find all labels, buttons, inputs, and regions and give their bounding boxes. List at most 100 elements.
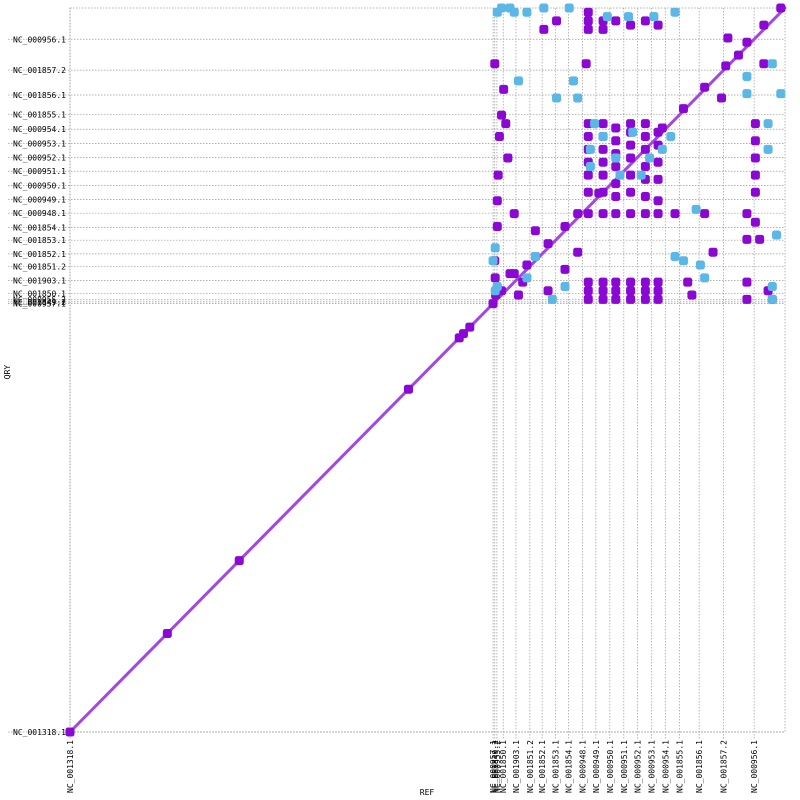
forward-alignment-point (687, 290, 697, 300)
y-tick-label: NC_000954.1 (13, 125, 66, 134)
forward-alignment-point (653, 294, 663, 304)
y-tick-labels: NC_001318.1NC_000957.1NC_001849.2NC_0009… (13, 35, 66, 737)
forward-alignment-point (497, 110, 507, 120)
forward-alignment-point (611, 286, 621, 296)
y-tick-label: NC_000952.1 (13, 154, 66, 163)
y-tick-label: NC_001853.1 (13, 236, 66, 245)
reverse-alignment-point (615, 170, 625, 180)
forward-alignment-point (640, 294, 650, 304)
forward-alignment-point (742, 209, 752, 219)
forward-alignment-point (492, 221, 502, 231)
reverse-alignment-point (590, 119, 600, 129)
forward-alignment-point (560, 221, 570, 231)
reverse-alignment-point (488, 256, 498, 266)
x-tick-label: NC_001856.1 (695, 740, 704, 793)
y-tick-label: NC_000948.1 (13, 209, 66, 218)
forward-alignment-point (640, 162, 650, 172)
y-tick-label: NC_000950.1 (13, 181, 66, 190)
y-tick-label: NC_001855.1 (13, 111, 66, 120)
forward-alignment-point (583, 170, 593, 180)
reverse-alignment-point (513, 76, 523, 86)
forward-alignment-point (492, 196, 502, 206)
reverse-alignment-point (490, 243, 500, 253)
forward-alignment-point (490, 273, 500, 283)
forward-alignment-point (700, 209, 710, 219)
forward-alignment-point (653, 286, 663, 296)
forward-alignment-point (700, 82, 710, 92)
forward-alignment-point (598, 157, 608, 167)
forward-alignment-point (640, 119, 650, 129)
forward-alignment-point (626, 170, 636, 180)
forward-alignment-point (493, 170, 503, 180)
forward-alignment-point (583, 16, 593, 26)
forward-alignment-point (723, 33, 733, 43)
forward-alignment-point (611, 179, 621, 189)
forward-alignment-point (653, 157, 663, 167)
forward-alignment-point (598, 209, 608, 219)
reverse-alignment-point (742, 72, 752, 82)
x-axis-label: REF (420, 788, 435, 797)
forward-alignment-point (653, 209, 663, 219)
reverse-alignment-point (763, 119, 773, 129)
forward-alignment-point (755, 234, 765, 244)
y-tick-label: NC_000957.1 (13, 300, 66, 309)
reverse-alignment-point (678, 256, 688, 266)
forward-alignment-point (583, 294, 593, 304)
forward-alignment-point (598, 119, 608, 129)
x-tick-label: NC_001851.2 (526, 740, 535, 793)
forward-alignment-point (573, 247, 583, 257)
forward-alignment-point (759, 59, 769, 69)
y-tick-label: NC_001318.1 (13, 728, 66, 737)
forward-alignment-point (611, 123, 621, 133)
forward-alignment-point (598, 294, 608, 304)
forward-alignment-point (581, 59, 591, 69)
reverse-alignment-point (560, 281, 570, 291)
x-tick-label: NC_001852.1 (538, 740, 547, 793)
x-tick-label: NC_001853.1 (552, 740, 561, 793)
forward-alignment-point (742, 234, 752, 244)
forward-alignment-point (490, 59, 500, 69)
reverse-alignment-point (598, 132, 608, 142)
x-tick-label: NC_001855.1 (676, 740, 685, 793)
reverse-alignment-point (552, 93, 562, 103)
x-tick-label: NC_000950.1 (606, 740, 615, 793)
forward-alignment-point (611, 162, 621, 172)
y-tick-label: NC_001852.1 (13, 250, 66, 259)
forward-alignment-point (678, 104, 688, 114)
forward-alignment-point (626, 187, 636, 197)
reverse-alignment-point (530, 251, 540, 261)
forward-alignment-point (458, 329, 468, 339)
x-tick-label: NC_000953.1 (647, 740, 656, 793)
alignment-points (65, 3, 786, 737)
forward-alignment-point (750, 136, 760, 146)
x-tick-label: NC_001849.2 (491, 740, 500, 793)
forward-alignment-point (611, 277, 621, 287)
y-tick-label: NC_001851.2 (13, 262, 66, 271)
y-tick-label: NC_000951.1 (13, 167, 66, 176)
forward-alignment-point (598, 277, 608, 287)
forward-alignment-point (583, 277, 593, 287)
reverse-alignment-point (645, 153, 655, 163)
reverse-alignment-point (547, 294, 557, 304)
x-tick-label: NC_001850.1 (499, 740, 508, 793)
reverse-alignment-point (666, 132, 676, 142)
forward-alignment-point (640, 16, 650, 26)
reverse-alignment-point (611, 153, 621, 163)
forward-alignment-point (750, 153, 760, 163)
forward-alignment-point (640, 132, 650, 142)
forward-alignment-point (598, 187, 608, 197)
forward-alignment-point (583, 7, 593, 17)
reverse-alignment-point (649, 12, 659, 22)
x-tick-label: NC_001318.1 (66, 740, 75, 793)
x-tick-labels: NC_001318.1 NC_000957.1NC_001849.2NC_0009… (66, 740, 759, 793)
forward-alignment-point (653, 174, 663, 184)
reverse-alignment-point (670, 251, 680, 261)
y-axis-label: QRY (3, 365, 12, 380)
reverse-alignment-point (522, 7, 532, 17)
reverse-alignment-point (509, 7, 519, 17)
forward-alignment-point (598, 170, 608, 180)
forward-alignment-point (65, 727, 75, 737)
diagonal-alignment (68, 6, 787, 734)
forward-alignment-point (611, 209, 621, 219)
